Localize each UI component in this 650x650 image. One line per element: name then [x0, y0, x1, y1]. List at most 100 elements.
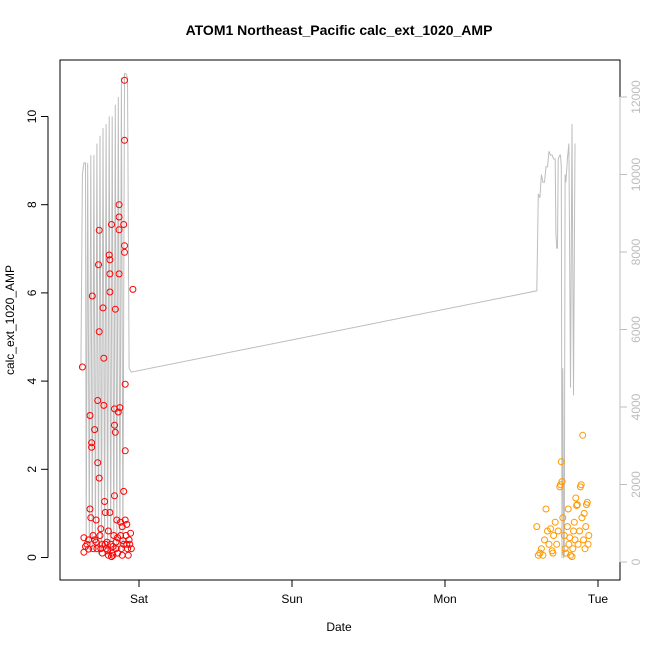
- data-point-2-50: [584, 540, 592, 548]
- data-point-1-42: [104, 527, 112, 535]
- data-point-1-96: [129, 285, 137, 293]
- data-point-1-18: [92, 538, 100, 546]
- data-point-2-2: [534, 551, 542, 559]
- x-tick-label-Tue: Tue: [588, 592, 609, 606]
- data-point-2-32: [570, 527, 577, 535]
- y2-tick-label-12000: 12000: [629, 80, 643, 114]
- data-point-2-37: [573, 501, 581, 509]
- data-point-2-49: [583, 498, 591, 506]
- data-point-1-78: [120, 487, 128, 495]
- data-point-2-14: [551, 518, 559, 526]
- data-point-1-29: [97, 525, 105, 533]
- data-point-2-15: [553, 540, 561, 548]
- data-point-1-82: [121, 242, 128, 250]
- data-point-1-54: [110, 532, 118, 539]
- data-point-2-35: [572, 494, 580, 502]
- y-axis: 0 2 4 6 8 10: [25, 110, 49, 561]
- data-point-2-44: [580, 536, 587, 544]
- data-point-1-7: [85, 545, 92, 553]
- y2-tick-label-10000: 10000: [629, 157, 643, 191]
- data-point-1-47: [106, 509, 114, 516]
- data-point-1-58: [111, 305, 119, 313]
- data-point-1-57: [111, 492, 118, 500]
- data-point-1-66: [115, 213, 123, 221]
- data-point-1-27: [96, 532, 104, 539]
- data-point-1-21: [94, 397, 102, 404]
- data-point-1-12: [88, 443, 96, 451]
- data-point-1-56: [111, 421, 118, 429]
- data-point-1-32: [99, 304, 107, 312]
- data-point-1-83: [121, 248, 128, 256]
- data-point-1-35: [101, 498, 109, 505]
- data-point-1-17: [91, 536, 99, 544]
- x-tick-label-Sat: Sat: [130, 592, 149, 606]
- data-point-1-68: [115, 226, 123, 234]
- x-tick-label-Sun: Sun: [281, 592, 302, 606]
- data-point-1-19: [92, 516, 100, 524]
- data-point-1-20: [93, 545, 101, 553]
- y-tick-label-10: 10: [25, 110, 39, 124]
- points-layer: [78, 76, 593, 561]
- data-point-2-1: [533, 523, 541, 531]
- data-point-2-19: [557, 458, 565, 466]
- y-tick-label-0: 0: [25, 554, 39, 561]
- data-point-1-15: [89, 545, 97, 553]
- data-point-1-39: [103, 538, 111, 546]
- data-point-2-4: [537, 545, 545, 553]
- data-point-2-27: [565, 540, 573, 548]
- y2-tick-label-4000: 4000: [629, 393, 643, 420]
- data-point-2-47: [582, 523, 590, 531]
- data-point-1-69: [115, 270, 123, 278]
- y-tick-label-4: 4: [25, 377, 39, 384]
- data-point-1-45: [106, 270, 114, 278]
- data-point-1-49: [108, 221, 115, 228]
- data-point-1-86: [121, 516, 129, 524]
- data-point-1-84: [121, 380, 129, 388]
- data-point-1-22: [94, 459, 102, 467]
- data-point-1-1: [78, 363, 86, 371]
- data-point-2-51: [585, 532, 593, 539]
- data-point-1-67: [115, 201, 123, 209]
- data-point-2-41: [577, 481, 585, 489]
- data-point-2-29: [567, 551, 574, 559]
- data-point-1-95: [127, 545, 135, 553]
- y-tick-label-8: 8: [25, 201, 39, 208]
- y-tick-label-2: 2: [25, 466, 39, 473]
- data-point-1-70: [116, 404, 124, 412]
- data-point-2-21: [559, 514, 567, 522]
- line-layer: [80, 73, 576, 559]
- data-point-1-46: [106, 288, 114, 296]
- data-point-1-80: [121, 76, 128, 84]
- data-point-1-5: [83, 540, 91, 548]
- data-point-1-16: [91, 426, 99, 434]
- data-point-1-92: [125, 536, 133, 544]
- data-point-2-43: [579, 431, 587, 439]
- data-point-1-85: [121, 447, 129, 455]
- data-point-1-37: [101, 509, 109, 516]
- data-point-1-41: [104, 551, 112, 559]
- data-point-2-7: [542, 505, 550, 513]
- data-point-1-8: [86, 412, 94, 419]
- data-point-2-25: [563, 523, 571, 531]
- data-point-1-13: [88, 292, 96, 300]
- data-point-1-25: [95, 328, 103, 336]
- data-point-1-28: [97, 545, 105, 553]
- data-point-1-34: [100, 401, 108, 409]
- x-tick-label-Mon: Mon: [433, 592, 456, 606]
- data-point-2-30: [568, 553, 576, 561]
- plot-frame: [59, 59, 621, 581]
- data-point-1-89: [123, 520, 131, 528]
- data-point-1-93: [126, 540, 134, 548]
- data-point-1-77: [120, 221, 128, 228]
- data-point-1-65: [114, 408, 122, 416]
- y2-axis: 0 2000 4000 6000 8000 10000 12000: [619, 80, 643, 565]
- chart-title: ATOM1 Northeast_Pacific calc_ext_1020_AM…: [186, 22, 493, 38]
- data-point-2-20: [558, 478, 566, 486]
- data-point-2-9: [545, 540, 553, 548]
- y2-tick-label-6000: 6000: [629, 316, 643, 343]
- data-point-2-16: [554, 527, 562, 535]
- y2-tick-label-8000: 8000: [629, 238, 643, 265]
- data-point-1-91: [124, 551, 132, 559]
- data-point-2-12: [549, 549, 557, 557]
